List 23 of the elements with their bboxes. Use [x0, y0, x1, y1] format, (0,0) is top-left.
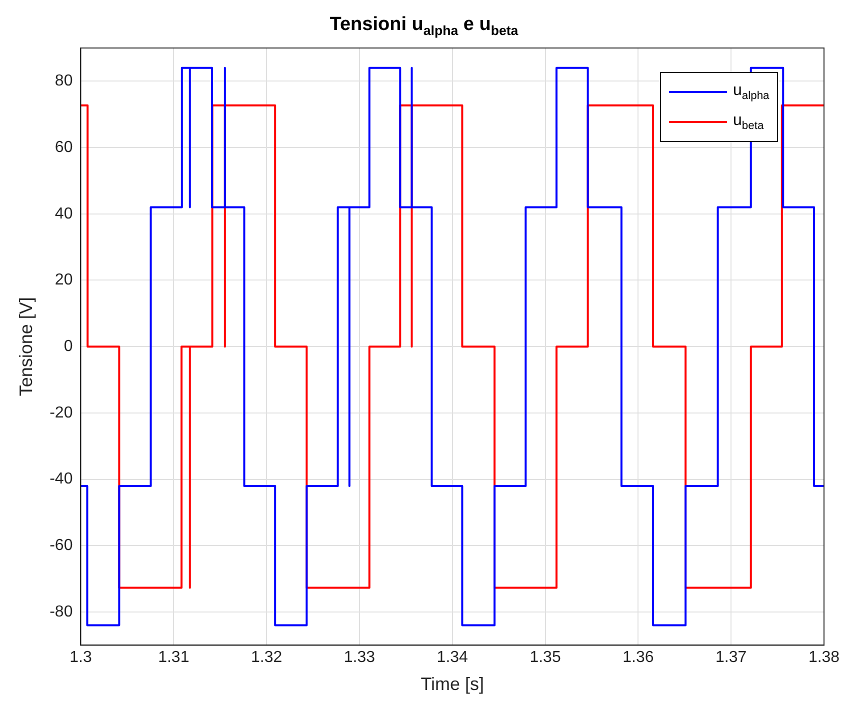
x-tick-label: 1.36	[622, 649, 654, 666]
x-tick-label: 1.33	[344, 649, 376, 666]
x-tick-label: 1.32	[250, 649, 282, 666]
x-tick-label: 1.37	[716, 649, 747, 666]
x-axis-title: Time [s]	[420, 674, 484, 694]
y-tick-label: -40	[50, 470, 73, 488]
y-tick-label: -20	[50, 404, 73, 422]
y-axis-title: Tensione [V]	[16, 297, 36, 396]
y-tick-label: 40	[54, 205, 73, 222]
y-tick-label: 20	[54, 272, 73, 289]
y-tick-label: 0	[64, 338, 73, 356]
x-tick-label: 1.31	[158, 649, 190, 666]
legend-label: u$_{beta}$	[733, 112, 764, 132]
y-tick-label: 80	[54, 72, 73, 90]
x-tick-label: 1.38	[808, 649, 840, 666]
chart-title: Tensioni u$_{alpha}$ e u$_{beta}$	[328, 14, 520, 38]
x-tick-label: 1.34	[436, 649, 468, 666]
x-tick-label: 1.35	[530, 649, 561, 666]
y-tick-label: -60	[50, 537, 73, 554]
legend-label: u$_{alpha}$	[733, 82, 770, 102]
x-tick-label: 1.3	[70, 649, 92, 666]
y-tick-label: -80	[50, 603, 73, 620]
y-tick-label: 60	[54, 138, 73, 156]
